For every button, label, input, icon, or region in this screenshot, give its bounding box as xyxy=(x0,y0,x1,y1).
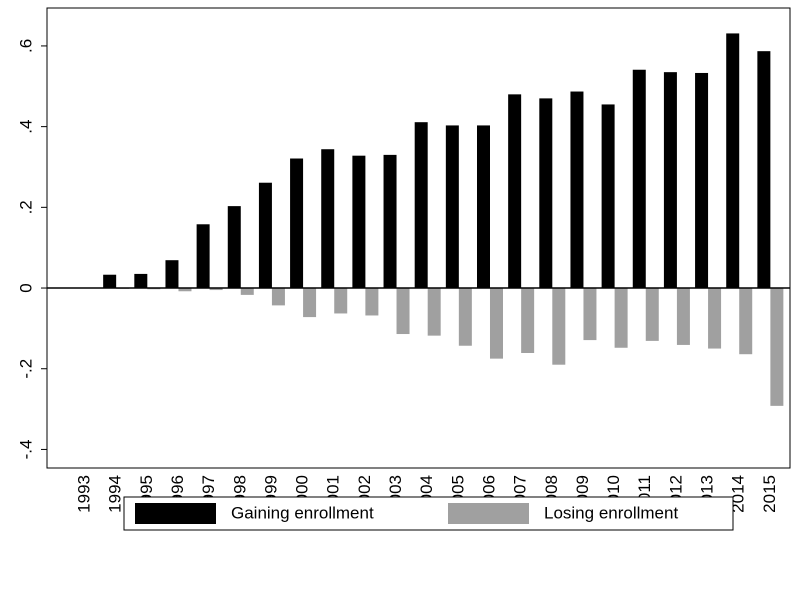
bar xyxy=(739,288,753,355)
bar xyxy=(427,288,441,336)
bar xyxy=(227,206,241,289)
bar xyxy=(663,72,677,289)
bar xyxy=(334,288,348,314)
bar xyxy=(258,182,272,289)
bar xyxy=(521,288,535,353)
bar xyxy=(365,288,379,316)
plot-frame xyxy=(46,7,791,469)
bar xyxy=(196,224,210,289)
legend-label: Gaining enrollment xyxy=(231,503,374,522)
bar xyxy=(539,98,553,289)
bar xyxy=(614,288,628,348)
bar xyxy=(103,274,117,289)
bar xyxy=(632,69,646,289)
bar xyxy=(476,125,490,289)
bar xyxy=(321,149,335,289)
y-tick-label: 0 xyxy=(16,283,35,292)
y-tick-label: .2 xyxy=(16,200,35,214)
x-tick-label: 1994 xyxy=(106,475,125,513)
legend-label: Losing enrollment xyxy=(544,503,678,522)
x-tick-label: 2015 xyxy=(760,475,779,513)
bar xyxy=(178,288,192,292)
bar xyxy=(271,288,285,306)
bar xyxy=(458,288,472,346)
y-tick-label: .6 xyxy=(16,39,35,53)
bar xyxy=(383,154,397,289)
legend-swatch xyxy=(135,503,216,524)
bar xyxy=(583,288,597,341)
y-tick-label: -.2 xyxy=(16,359,35,379)
bar xyxy=(676,288,690,345)
bar xyxy=(445,125,459,289)
bar xyxy=(165,260,179,289)
bar xyxy=(552,288,566,365)
bar xyxy=(134,273,148,289)
bar xyxy=(726,33,740,289)
bar xyxy=(396,288,410,335)
bar xyxy=(757,51,771,289)
legend-swatch xyxy=(448,503,529,524)
bar xyxy=(570,91,584,289)
bar xyxy=(645,288,659,341)
bar xyxy=(489,288,503,359)
bar xyxy=(708,288,722,349)
y-tick-label: -.4 xyxy=(16,440,35,460)
bar xyxy=(601,104,615,289)
bar xyxy=(290,158,304,289)
bar xyxy=(209,288,223,291)
bar xyxy=(352,155,366,289)
y-tick-label: .4 xyxy=(16,120,35,134)
bar xyxy=(240,288,254,295)
bar xyxy=(508,94,522,289)
bar xyxy=(414,122,428,289)
x-tick-label: 1993 xyxy=(74,475,93,513)
bar xyxy=(770,288,784,406)
bar xyxy=(303,288,317,318)
legend-box xyxy=(123,496,734,531)
bar xyxy=(695,72,709,289)
